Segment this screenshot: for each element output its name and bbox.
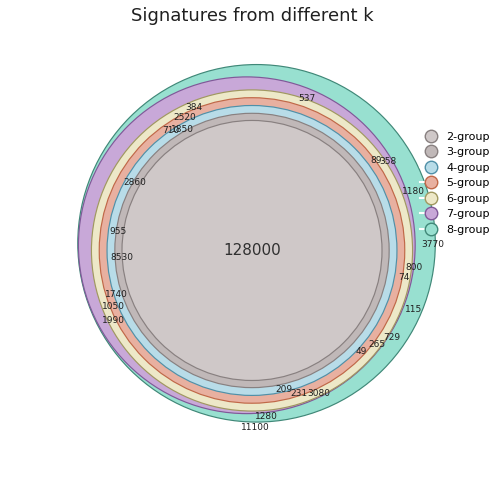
Text: 384: 384 [185,102,203,111]
Text: 537: 537 [298,94,316,103]
Text: 49: 49 [355,347,366,356]
Circle shape [99,98,405,403]
Text: 1180: 1180 [402,187,425,196]
Text: 89: 89 [370,156,382,165]
Circle shape [115,113,389,388]
Text: 2520: 2520 [173,113,196,122]
Text: 729: 729 [383,333,400,342]
Text: 8530: 8530 [110,253,133,262]
Text: 710: 710 [162,126,179,135]
Circle shape [122,120,382,381]
Text: 800: 800 [406,263,423,272]
Text: 1280: 1280 [255,412,278,421]
Circle shape [91,90,413,411]
Text: 1850: 1850 [171,125,194,135]
Legend: 2-group, 3-group, 4-group, 5-group, 6-group, 7-group, 8-group: 2-group, 3-group, 4-group, 5-group, 6-gr… [415,127,494,239]
Text: 11100: 11100 [241,423,270,432]
Text: 128000: 128000 [223,243,281,258]
Text: 209: 209 [276,386,293,394]
Circle shape [79,77,415,414]
Text: 265: 265 [368,340,386,349]
Text: 115: 115 [405,304,422,313]
Text: 3770: 3770 [421,240,444,248]
Text: 231: 231 [290,390,307,398]
Text: 1740: 1740 [105,290,128,299]
Text: 74: 74 [398,273,409,282]
Text: 3080: 3080 [307,389,330,398]
Title: Signatures from different k: Signatures from different k [131,7,373,25]
Text: 358: 358 [380,157,397,166]
Text: 1990: 1990 [102,317,125,326]
Text: 955: 955 [110,227,127,236]
Circle shape [78,65,435,422]
Text: 1050: 1050 [102,302,125,311]
Text: 2860: 2860 [123,178,146,187]
Circle shape [107,105,397,396]
